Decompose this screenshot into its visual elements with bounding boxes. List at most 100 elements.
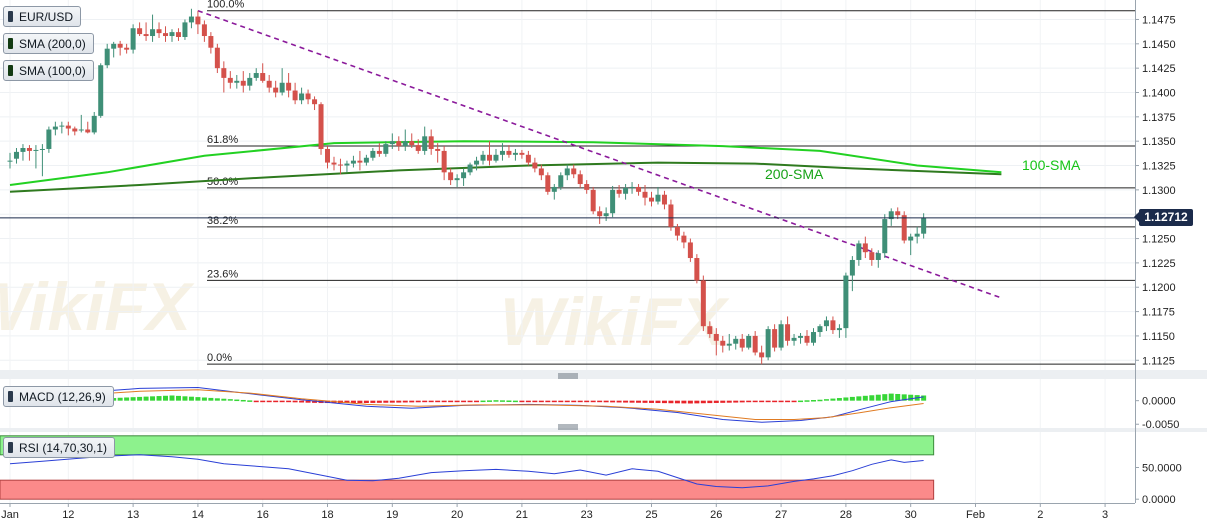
candle-body (227, 77, 233, 83)
candle (661, 190, 667, 210)
candle-body (422, 136, 428, 151)
macd-histogram-bar (422, 400, 428, 403)
macd-histogram-bar (143, 396, 149, 401)
candle-body (78, 129, 84, 131)
candle-body (532, 162, 538, 169)
candle (590, 186, 596, 215)
candle (299, 87, 305, 105)
price-panel-bg (0, 0, 1135, 370)
candle (273, 80, 279, 98)
macd-histogram-bar (441, 400, 447, 403)
candle (59, 121, 65, 134)
candle (901, 211, 907, 244)
macd-histogram-bar (765, 400, 771, 403)
candle-body (921, 218, 927, 234)
macd-histogram-bar (623, 400, 629, 403)
candle-body (733, 338, 739, 344)
macd-histogram-bar (182, 396, 188, 401)
watermark-text: WikiFX (0, 269, 195, 345)
candle-body (163, 33, 169, 37)
last-price-tag: 1.12712 (1134, 209, 1193, 227)
macd-histogram-bar (428, 400, 434, 403)
symbol-badge[interactable]: EUR/USD (3, 6, 82, 27)
candle-body (694, 258, 700, 281)
candle (648, 191, 654, 207)
candle (286, 73, 292, 98)
macd-histogram-bar (875, 394, 881, 401)
sma100-badge[interactable]: SMA (100,0) (3, 60, 94, 81)
sma200-badge[interactable]: SMA (200,0) (3, 33, 94, 54)
candle-body (91, 115, 97, 133)
candle-body (493, 154, 499, 161)
x-tick-label: 21 (516, 509, 528, 521)
candle-body (836, 328, 842, 331)
candle-body (273, 87, 279, 93)
resize-handle-icon[interactable] (558, 373, 578, 379)
candle (20, 144, 26, 161)
macd-histogram-bar (849, 396, 855, 401)
candle (396, 136, 402, 151)
candle-body (739, 338, 745, 348)
candle-body (545, 175, 551, 192)
macd-histogram-bar (901, 394, 907, 401)
candle (266, 74, 272, 93)
candle-body (487, 154, 493, 161)
y-tick-label: 1.1175 (1142, 307, 1175, 319)
candle (350, 155, 356, 168)
macd-histogram-bar (823, 399, 829, 401)
candle (843, 272, 849, 338)
rsi-overbought-zone (0, 435, 935, 456)
candle-body (201, 24, 207, 37)
candle-body (558, 175, 564, 187)
candle-body (759, 352, 765, 358)
fib-label: 61.8% (207, 134, 238, 146)
macd-badge[interactable]: MACD (12,26,9) (3, 386, 114, 407)
candle (137, 22, 143, 37)
macd-histogram-bar (862, 395, 868, 401)
candle-body (843, 275, 849, 329)
macd-histogram-bar (247, 400, 253, 402)
macd-histogram-bar (454, 400, 460, 403)
candle-body (499, 150, 505, 155)
macd-histogram-bar (525, 400, 531, 403)
macd-histogram-bar (169, 395, 175, 401)
candle (124, 43, 130, 54)
candle-body (234, 80, 240, 83)
candle-body (435, 148, 441, 151)
candle (707, 321, 713, 338)
macd-histogram-bar (240, 399, 246, 402)
candle (175, 28, 181, 41)
candle (610, 185, 616, 218)
macd-histogram-bar (130, 397, 136, 401)
macd-histogram-bar (791, 400, 797, 403)
candle-body (260, 73, 266, 81)
candle-body (72, 128, 78, 132)
panel-separator[interactable] (0, 428, 1207, 432)
macd-histogram-bar (195, 397, 201, 401)
candle (325, 146, 331, 169)
macd-histogram-bar (350, 400, 356, 404)
macd-histogram-bar (208, 397, 214, 401)
candle-body (247, 77, 253, 86)
candle-body (33, 149, 39, 151)
macd-histogram-bar (551, 400, 557, 403)
candle-body (208, 36, 214, 48)
candle-body (862, 243, 868, 253)
rsi-badge[interactable]: RSI (14,70,30,1) (3, 437, 116, 458)
candle (461, 168, 467, 186)
candle (506, 145, 512, 158)
macd-histogram-bar (234, 399, 240, 402)
x-tick-label: 23 (581, 509, 593, 521)
panel-separator[interactable] (0, 370, 1207, 379)
candle-body (700, 280, 706, 327)
candle (726, 333, 732, 351)
candle-body (882, 219, 888, 254)
y-tick-label: 1.1400 (1142, 88, 1176, 100)
candle-body (337, 164, 343, 166)
candle-body (150, 29, 156, 37)
candle (169, 29, 175, 42)
resize-handle-icon[interactable] (558, 424, 578, 430)
candle (111, 41, 117, 58)
candle-body (325, 148, 331, 163)
macd-histogram-bar (299, 400, 305, 403)
